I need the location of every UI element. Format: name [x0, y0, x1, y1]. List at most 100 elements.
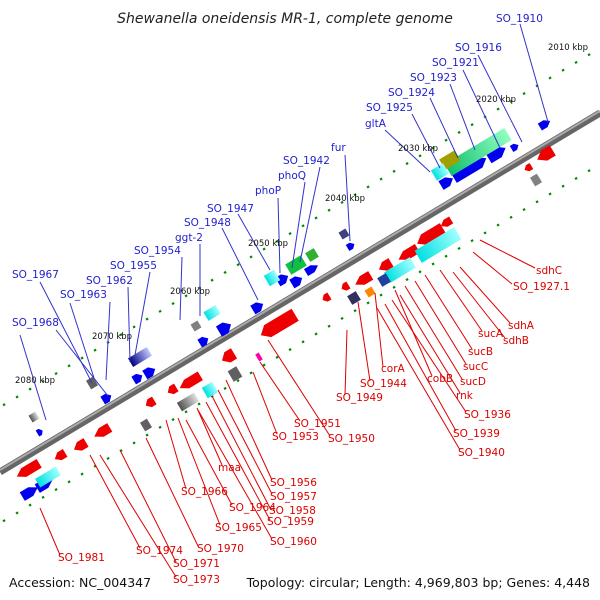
scale-dot: [275, 239, 279, 243]
gene-block: [227, 366, 243, 382]
gene-block: [439, 150, 461, 170]
leader-line: [439, 269, 483, 332]
scale-dot: [418, 270, 422, 274]
scale-dot: [574, 60, 578, 64]
reverse-gene: [378, 258, 394, 271]
gene-label: SO_1950: [328, 433, 375, 445]
scale-dot: [288, 231, 292, 236]
scale-label: 2020 kbp: [476, 95, 516, 105]
scale-dot: [327, 324, 331, 328]
forward-gene: [131, 373, 143, 385]
gene-label: fur: [331, 142, 346, 154]
scale-dot: [236, 379, 240, 383]
forward-gene: [345, 242, 355, 252]
gene-label: SO_1936: [464, 409, 511, 421]
gene-label: SO_1924: [388, 87, 435, 99]
reverse-gene: [54, 449, 68, 461]
gene-block: [201, 381, 219, 399]
scale-dot: [275, 355, 279, 359]
scale-dot: [41, 379, 45, 383]
gene-block: [347, 291, 361, 305]
gene-block: [530, 173, 542, 187]
forward-gene: [438, 177, 454, 190]
gene-label: sucC: [463, 361, 488, 373]
leader-line: [449, 83, 476, 151]
gene-label: SO_1966: [181, 486, 228, 498]
scale-dot: [405, 277, 409, 282]
gene-label: SO_1962: [86, 275, 133, 287]
scale-dot: [535, 200, 539, 204]
gene-label: SO_1956: [270, 477, 317, 489]
gene-block: [255, 352, 263, 362]
gene-block: [190, 320, 202, 332]
scale-dot: [587, 53, 591, 57]
gene-block: [305, 248, 319, 262]
scale-dot: [496, 223, 500, 227]
scale-dot: [15, 395, 19, 399]
gene-label: SO_1959: [267, 516, 314, 528]
gene-label: sdhB: [503, 335, 529, 347]
scale-dot: [340, 200, 344, 204]
scale-dot: [301, 340, 305, 344]
scale-dot: [340, 316, 344, 320]
gene-label: SO_1925: [366, 102, 413, 114]
leader-line: [477, 54, 523, 143]
scale-dot: [522, 91, 526, 96]
gene-block: [176, 392, 200, 412]
forward-gene: [289, 276, 303, 289]
gene-label: maa: [218, 462, 241, 474]
leader-line: [267, 339, 331, 437]
forward-gene: [19, 487, 38, 501]
label-leader-lines: [19, 23, 549, 578]
gene-label: SO_1921: [432, 57, 479, 69]
forward-gene: [100, 393, 112, 405]
scale-dot: [509, 215, 513, 219]
gene-label: SO_1948: [184, 217, 231, 229]
scale-dot: [314, 332, 318, 336]
leader-line: [472, 251, 513, 285]
reverse-gene: [167, 383, 179, 395]
scale-dot: [379, 177, 383, 181]
reverse-gene: [94, 423, 113, 437]
scale-dot: [249, 255, 253, 259]
forward-gene: [142, 367, 156, 380]
gene-label: SO_1974: [136, 545, 183, 557]
leader-line: [185, 419, 233, 506]
leader-line: [105, 301, 111, 381]
scale-dot: [418, 154, 422, 158]
gene-label: SO_1910: [496, 13, 543, 25]
leader-line: [127, 286, 131, 363]
scale-dot: [470, 239, 474, 243]
leader-line: [197, 409, 273, 540]
leader-line: [259, 361, 301, 422]
scale-dot: [171, 301, 175, 306]
scale-dot: [249, 371, 253, 375]
scale-dot: [548, 76, 552, 80]
gene-label: SO_1964: [229, 502, 276, 514]
gene-label: sdhA: [508, 320, 535, 332]
reverse-gene: [322, 292, 332, 302]
gene-label: SO_1970: [197, 543, 244, 555]
scale-dot: [366, 185, 370, 189]
forward-gene: [215, 322, 232, 337]
gene-label: SO_1939: [453, 428, 500, 440]
forward-gene: [450, 157, 487, 183]
gene-label: SO_1958: [269, 505, 316, 517]
scale-dot: [392, 285, 396, 289]
gene-label: SO_1927.1: [513, 281, 570, 293]
leader-line: [205, 401, 271, 521]
scale-dot: [145, 317, 149, 321]
forward-gene: [197, 336, 209, 348]
scale-dot: [2, 519, 6, 523]
leader-line: [145, 437, 199, 547]
gene-block: [203, 305, 221, 321]
scale-dot: [67, 480, 71, 484]
scale-dot: [145, 433, 149, 437]
scale-dot: [470, 123, 474, 127]
scale-dot: [457, 130, 461, 134]
gene-label: sdhC: [536, 265, 562, 277]
leader-line: [384, 303, 457, 432]
gene-label: SO_1967: [12, 269, 59, 281]
scale-dot: [301, 224, 305, 228]
gene-label: sucB: [468, 346, 493, 358]
